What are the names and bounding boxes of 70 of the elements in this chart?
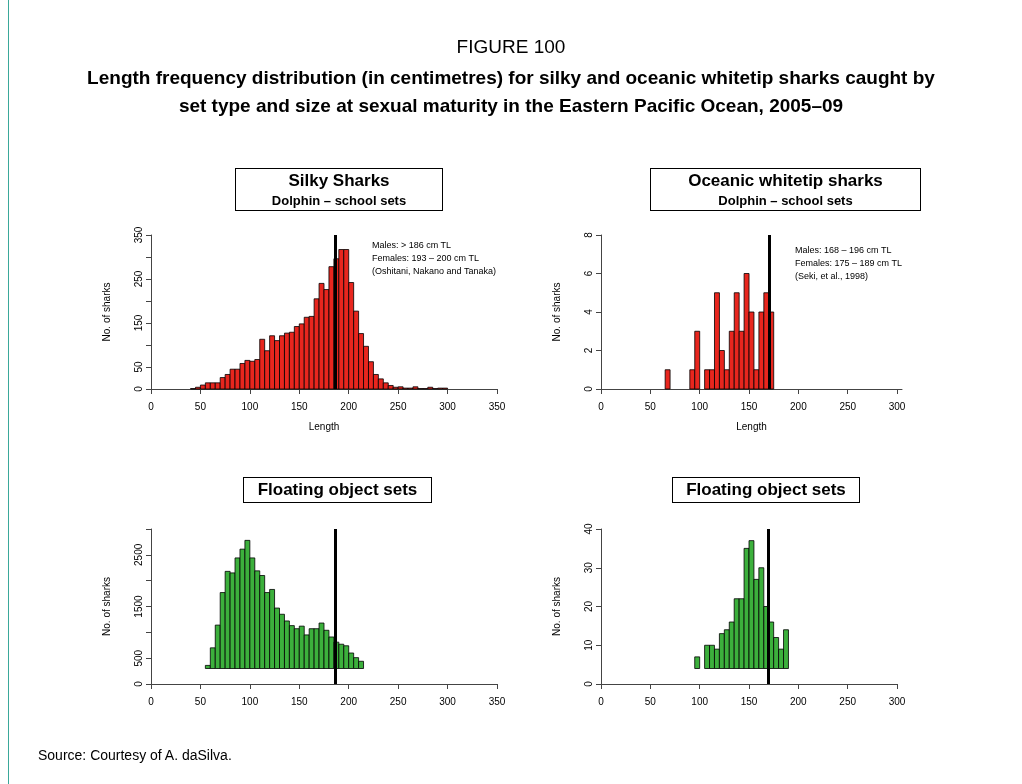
annotation: Males: 168 – 196 cm TL [795, 244, 893, 257]
x-axis-title: Length [308, 420, 340, 432]
y-tick-label: 6 [582, 270, 594, 277]
annotation: Males: > 186 cm TL [372, 239, 453, 252]
x-tick-label: 0 [598, 400, 605, 412]
y-tick-label: 0 [132, 680, 144, 687]
y-tick-label: 0 [132, 385, 144, 392]
x-tick-label: 50 [194, 695, 207, 707]
annotation: (Oshitani, Nakano and Tanaka) [372, 265, 496, 278]
y-tick-label: 30 [582, 561, 594, 574]
x-tick-label: 100 [241, 400, 259, 412]
x-tick-label: 300 [888, 400, 906, 412]
x-tick-label: 50 [644, 695, 657, 707]
y-tick-label: 1500 [132, 594, 144, 618]
x-tick-label: 50 [644, 400, 657, 412]
x-tick-label: 100 [691, 400, 709, 412]
y-tick-label: 2 [582, 347, 594, 354]
y-axis-title: No. of sharks [550, 577, 562, 636]
y-axis-title: No. of sharks [100, 577, 112, 636]
chart-subtitle: Dolphin – school sets [717, 193, 854, 208]
x-tick-label: 300 [439, 695, 457, 707]
y-tick-label: 2500 [132, 543, 144, 566]
x-tick-label: 200 [340, 400, 358, 412]
annotation: Females: 175 – 189 cm TL [795, 257, 902, 270]
annotation: Females: 193 – 200 cm TL [372, 252, 480, 265]
y-tick-label: 40 [582, 523, 594, 535]
x-tick-label: 350 [488, 695, 506, 707]
x-tick-label: 0 [598, 695, 605, 707]
chart-title: Oceanic whitetip sharks [687, 171, 884, 191]
source-note: Source: Courtesy of A. daSilva. [38, 747, 232, 763]
x-tick-label: 150 [740, 400, 758, 412]
chart-title: Floating object sets [685, 480, 847, 500]
y-tick-label: 8 [582, 231, 594, 238]
x-tick-label: 300 [888, 695, 906, 707]
y-tick-label: 10 [582, 639, 594, 651]
y-tick-label: 20 [582, 600, 594, 613]
x-tick-label: 200 [340, 695, 358, 707]
chart-subtitle: Dolphin – school sets [270, 193, 408, 208]
x-tick-label: 200 [790, 400, 808, 412]
x-tick-label: 100 [691, 695, 709, 707]
y-tick-label: 250 [132, 270, 144, 288]
text: Length frequency distribution (in centimetres) for silky and oceanic whitetip sharks caught by set type and size at sexual maturity in the Eastern Pacific Ocean, 2005–09 [86, 66, 936, 118]
x-tick-label: 350 [488, 400, 506, 412]
y-axis-title: No. of sharks [100, 282, 112, 342]
x-tick-label: 250 [389, 695, 407, 707]
x-tick-label: 0 [148, 695, 155, 707]
x-tick-label: 250 [389, 400, 407, 412]
x-tick-label: 300 [439, 400, 457, 412]
x-tick-label: 250 [839, 400, 857, 412]
y-axis-title: No. of sharks [550, 282, 562, 342]
chart-title: Floating object sets [256, 480, 419, 500]
x-tick-label: 200 [789, 695, 808, 707]
y-tick-label: 4 [582, 308, 594, 315]
chart-title: Silky Sharks [287, 171, 391, 191]
x-tick-label: 150 [290, 400, 309, 412]
y-tick-label: 350 [132, 226, 144, 244]
x-axis-title: Length [736, 420, 767, 432]
y-tick-label: 500 [132, 649, 144, 667]
x-tick-label: 0 [148, 400, 155, 412]
y-tick-label: 0 [582, 385, 594, 392]
y-tick-label: 50 [132, 361, 144, 373]
x-tick-label: 250 [839, 695, 857, 707]
x-tick-label: 50 [194, 400, 207, 412]
y-tick-label: 150 [132, 314, 144, 332]
y-tick-label: 0 [582, 680, 594, 687]
caption: FIGURE 100 [455, 36, 567, 58]
x-tick-label: 100 [241, 695, 259, 707]
x-tick-label: 150 [740, 695, 758, 707]
x-tick-label: 150 [290, 695, 309, 707]
annotation: (Seki, et al., 1998) [795, 270, 870, 283]
